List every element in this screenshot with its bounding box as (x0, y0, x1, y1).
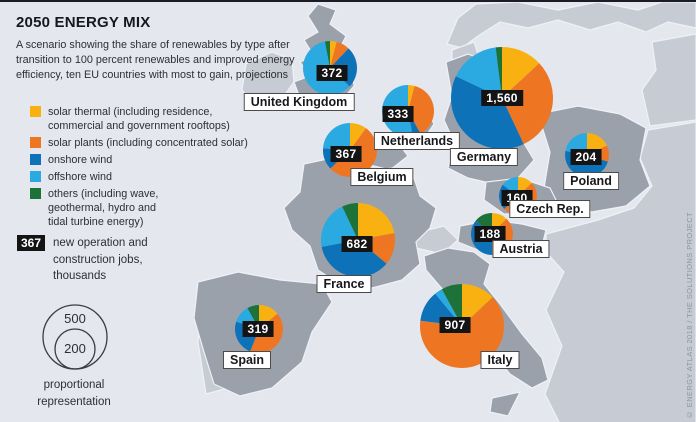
jobs-badge-austria: 188 (474, 226, 506, 242)
pie-slice-united-kingdom-solar-thermal (330, 41, 337, 68)
map-land-balkans-east (544, 121, 696, 422)
legend-swatch-onshore-wind (30, 154, 41, 166)
legend-swatch-others (30, 188, 41, 200)
legend-label-others: others (including wave, geothermal, hydr… (48, 188, 159, 229)
jobs-note: 367 new operation and construction jobs,… (17, 235, 185, 285)
jobs-badge-belgium: 367 (330, 146, 362, 162)
jobs-badge-italy: 907 (439, 317, 471, 333)
legend: solar thermal (including residence, comm… (30, 105, 290, 232)
pie-slice-france-solar-thermal (358, 203, 395, 240)
legend-item-solar-plants: solar plants (including concentrated sol… (30, 136, 290, 150)
pie-slice-germany-others (495, 47, 502, 98)
country-label-spain: Spain (222, 351, 272, 369)
map-land-ireland (241, 51, 295, 107)
legend-swatch-offshore-wind (30, 171, 41, 183)
pie-slice-germany-onshore-wind (450, 76, 524, 150)
country-label-germany: Germany (449, 148, 519, 166)
jobs-badge-netherlands: 333 (382, 106, 414, 122)
legend-label-solar-thermal: solar thermal (including residence, comm… (48, 106, 230, 133)
pie-slice-belgium-offshore-wind (323, 123, 350, 150)
jobs-badge-france: 682 (341, 236, 373, 252)
pie-slice-italy-offshore-wind (435, 289, 462, 326)
legend-item-others: others (including wave, geothermal, hydr… (30, 187, 290, 229)
pie-slice-netherlands-solar-thermal (408, 85, 415, 111)
header: 2050 ENERGY MIX A scenario showing the s… (16, 14, 306, 83)
scale-caption: proportional representation (37, 379, 111, 408)
map-land-baltics (641, 33, 696, 127)
country-label-netherlands: Netherlands (373, 132, 461, 150)
country-label-poland: Poland (563, 172, 619, 190)
jobs-badge-poland: 204 (570, 149, 602, 165)
scale-outer-label: 500 (64, 311, 86, 326)
pie-slice-united-kingdom-solar-plants (330, 41, 349, 68)
pie-slice-netherlands-solar-plants (408, 85, 434, 134)
map-land-scandinavia (446, 2, 696, 49)
jobs-badge-sample: 367 (17, 235, 46, 251)
pie-slice-germany-solar-plants (502, 63, 554, 145)
credit-text: © ENERGY ATLAS 2018 / THE SOLUTIONS PROJ… (685, 211, 694, 419)
pie-slice-italy-others (441, 284, 462, 326)
pie-slice-italy-solar-thermal (462, 284, 493, 326)
legend-item-onshore-wind: onshore wind (30, 153, 290, 167)
legend-item-solar-thermal: solar thermal (including residence, comm… (30, 105, 290, 133)
jobs-badge-united-kingdom: 372 (316, 65, 348, 81)
pie-slice-belgium-solar-thermal (350, 123, 366, 150)
country-label-czech-rep: Czech Rep. (509, 200, 591, 218)
legend-item-offshore-wind: offshore wind (30, 170, 290, 184)
country-label-austria: Austria (492, 240, 550, 258)
pie-slice-germany-solar-thermal (502, 47, 540, 98)
page-title: 2050 ENERGY MIX (16, 14, 151, 31)
legend-swatch-solar-plants (30, 137, 41, 149)
legend-label-solar-plants: solar plants (including concentrated sol… (48, 137, 248, 150)
jobs-badge-germany: 1,560 (481, 90, 523, 106)
country-label-italy: Italy (480, 351, 520, 369)
legend-label-offshore-wind: offshore wind (48, 171, 113, 184)
legend-swatch-solar-thermal (30, 106, 41, 117)
pie-slice-france-others (342, 203, 358, 240)
scale-circles: 500 200 (42, 304, 108, 370)
country-label-belgium: Belgium (350, 168, 414, 186)
jobs-note-text: new operation and construction jobs, tho… (53, 237, 148, 283)
pie-slice-france-onshore-wind (321, 240, 387, 277)
map-country-italy-sicily (489, 391, 522, 417)
country-label-france: France (316, 275, 372, 293)
country-label-united-kingdom: United Kingdom (243, 93, 355, 111)
scale-circle-inner (54, 328, 96, 370)
pie-slice-germany-offshore-wind (455, 47, 502, 98)
page-subtitle: A scenario showing the share of renewabl… (16, 39, 295, 82)
pie-slice-united-kingdom-others (324, 41, 330, 68)
jobs-badge-spain: 319 (242, 321, 274, 337)
legend-label-onshore-wind: onshore wind (48, 154, 113, 167)
scale-inner-label: 200 (64, 341, 86, 356)
